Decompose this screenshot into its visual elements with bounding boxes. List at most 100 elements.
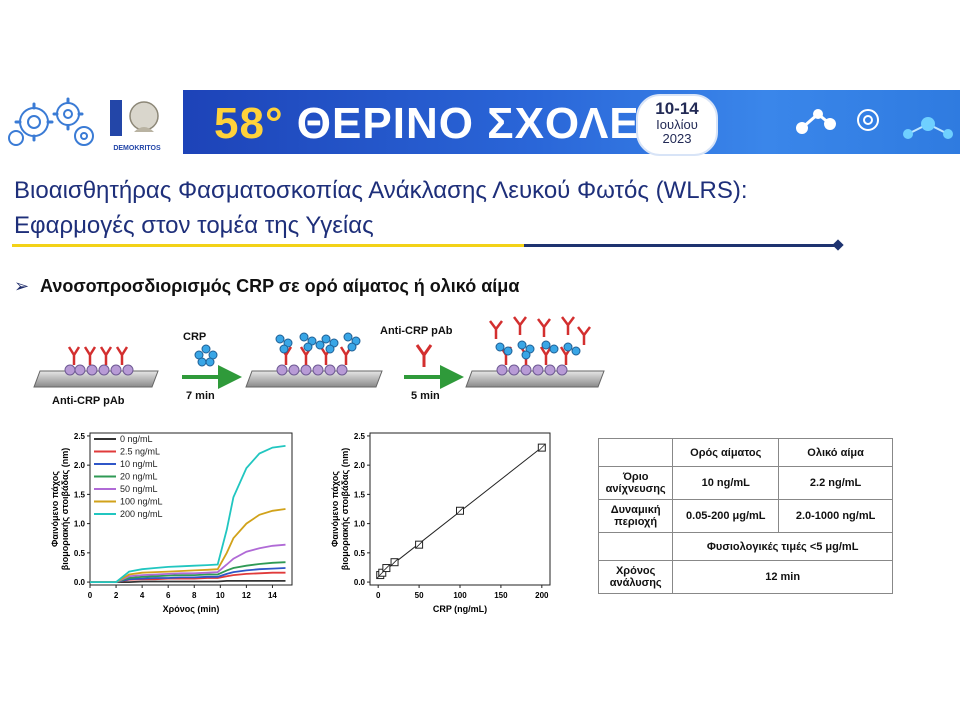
y-axis-label-line: Φαινόμενο πάχος	[50, 471, 60, 547]
y-tick-label: 1.0	[74, 520, 86, 529]
legend-entry: 50 ng/mL	[120, 484, 158, 494]
gears-logo	[8, 97, 94, 146]
series-line	[90, 561, 286, 584]
calibration-chart: 0 50 100 150 200 0.0 0.5 1.0 1.5 2.0 2.5 CRP (ng/mL…	[330, 432, 551, 614]
y-axis-label-line: Φαινόμενο πάχος	[330, 471, 340, 547]
title-underline-blue	[524, 244, 836, 247]
row-label-line: Όριο	[622, 471, 649, 483]
data-point-cross	[538, 443, 546, 452]
table-header-row: Ορός αίματος Ολικό αίμα	[597, 438, 893, 467]
table-row: Όριο ανίχνευσης 10 ng/mL 2.2 ng/mL	[597, 466, 893, 500]
demokritos-logo: DEMOKRITOS	[108, 98, 166, 152]
data-point-cross	[415, 540, 423, 549]
demokritos-emblem-icon	[110, 100, 159, 136]
table-cell: 2.0-1000 ng/mL	[778, 499, 893, 533]
x-tick-label: 0	[88, 591, 93, 600]
date-badge: 10-14 Ιουλίου 2023	[636, 94, 718, 156]
data-point-cross	[390, 558, 399, 566]
banner-title-text: ΘΕΡΙΝΟ ΣΧΟΛΕΙΟ	[296, 99, 689, 148]
x-tick-label: 150	[494, 591, 508, 600]
page-subtitle: Εφαρμογές στον τομέα της Υγείας	[14, 212, 374, 239]
x-tick-label: 200	[535, 591, 549, 600]
banner-degree: °	[264, 99, 284, 148]
molecule-icon	[796, 109, 953, 139]
y-axis-label: Φαινόμενο πάχοςβιομοριακής στοιβάδας (nm…	[330, 448, 350, 570]
x-tick-label: 8	[192, 591, 197, 600]
y-tick-label: 1.5	[354, 490, 366, 499]
y-tick-label: 1.0	[354, 520, 366, 529]
table-cell: 0.05-200 μg/mL	[672, 499, 780, 533]
series-line	[90, 579, 286, 584]
bullet-text: Ανοσοπροσδιορισμός CRP σε ορό αίματος ή …	[40, 276, 520, 296]
table-cell-span: Φυσιολογικές τιμές <5 μg/mL	[672, 532, 893, 561]
legend-entry: 2.5 ng/mL	[120, 447, 160, 457]
table-cell: 10 ng/mL	[672, 466, 780, 500]
date-days: 10-14	[655, 99, 699, 118]
antibody-icon	[415, 344, 433, 367]
x-tick-label: 2	[114, 591, 119, 600]
x-axis-label: CRP (ng/mL)	[433, 604, 487, 614]
y-axis-label-line: βιομοριακής στοιβάδας (nm)	[340, 448, 350, 570]
table-row: Χρόνος ανάλυσης 12 min	[597, 560, 893, 594]
y-axis-label: Φαινόμενο πάχοςβιομοριακής στοιβάδας (nm…	[50, 448, 70, 570]
legend-entry: 10 ng/mL	[120, 459, 158, 469]
table-header-serum: Ορός αίματος	[672, 438, 780, 467]
plot-frame	[89, 432, 293, 586]
series-line	[90, 543, 286, 584]
y-tick-label: 0.0	[354, 578, 366, 587]
row-label-line: Χρόνος	[615, 565, 656, 577]
data-point-cross	[456, 506, 464, 515]
y-tick-label: 2.0	[74, 461, 86, 470]
table-row: Δυναμική περιοχή 0.05-200 μg/mL 2.0-1000 …	[597, 499, 893, 533]
y-tick-label: 2.0	[354, 461, 366, 470]
step2-label: Anti-CRP pAb	[380, 325, 453, 337]
x-tick-label: 100	[453, 591, 467, 600]
crp-molecule-icon	[194, 344, 218, 367]
x-tick-label: 10	[216, 591, 225, 600]
x-tick-label: 0	[376, 591, 381, 600]
y-tick-label: 0.0	[74, 578, 86, 587]
surface-label: Anti-CRP pAb	[52, 395, 125, 407]
step1-label: CRP	[183, 331, 207, 343]
date-year: 2023	[662, 131, 692, 146]
y-tick-label: 2.5	[74, 432, 86, 441]
step2-time: 5 min	[411, 390, 440, 402]
x-tick-label: 4	[140, 591, 145, 600]
table-cell-span: 12 min	[672, 560, 893, 594]
row-label-line: ανάλυσης	[609, 577, 662, 589]
x-axis-label: Χρόνος (min)	[163, 604, 220, 614]
page-title: Βιοαισθητήρας Φασματοσκοπίας Ανάκλασης Λ…	[14, 177, 748, 204]
table-row-label: Χρόνος ανάλυσης	[597, 560, 674, 594]
data-point-cross	[382, 564, 391, 572]
demokritos-logo-text: DEMOKRITOS	[113, 145, 161, 152]
y-tick-label: 2.5	[354, 432, 366, 441]
banner-number: 58	[214, 99, 265, 148]
bullet-arrow-icon: ➢	[14, 276, 30, 296]
sensor-surface-2	[245, 332, 383, 388]
date-month: Ιουλίου	[656, 117, 698, 132]
table-header-cell	[597, 438, 674, 467]
title-underline-dot	[832, 239, 844, 251]
legend-entry: 20 ng/mL	[120, 472, 158, 482]
assay-schematic	[33, 316, 605, 389]
y-tick-label: 1.5	[74, 490, 86, 499]
table-header-blood: Ολικό αίμα	[778, 438, 893, 467]
series-line	[90, 508, 286, 584]
title-underline-yellow	[12, 244, 524, 247]
legend-entry: 100 ng/mL	[120, 497, 163, 507]
legend-entry: 200 ng/mL	[120, 509, 163, 519]
table-row-label: Όριο ανίχνευσης	[597, 466, 674, 500]
row-label-line: περιοχή	[614, 516, 658, 528]
sensor-surface-3	[465, 316, 605, 388]
table-cell: 2.2 ng/mL	[778, 466, 893, 500]
x-tick-label: 14	[268, 591, 277, 600]
x-tick-label: 50	[415, 591, 424, 600]
sensor-surface-1	[33, 346, 159, 388]
step1-time: 7 min	[186, 390, 215, 402]
banner-title: 58° ΘΕΡΙΝΟ ΣΧΟΛΕΙΟ	[214, 97, 688, 151]
series-line	[90, 445, 286, 584]
x-tick-label: 6	[166, 591, 171, 600]
spec-table: Ορός αίματος Ολικό αίμα Όριο ανίχνευσης 1…	[597, 438, 893, 594]
x-tick-label: 12	[242, 591, 251, 600]
y-axis-label-line: βιομοριακής στοιβάδας (nm)	[60, 448, 70, 570]
